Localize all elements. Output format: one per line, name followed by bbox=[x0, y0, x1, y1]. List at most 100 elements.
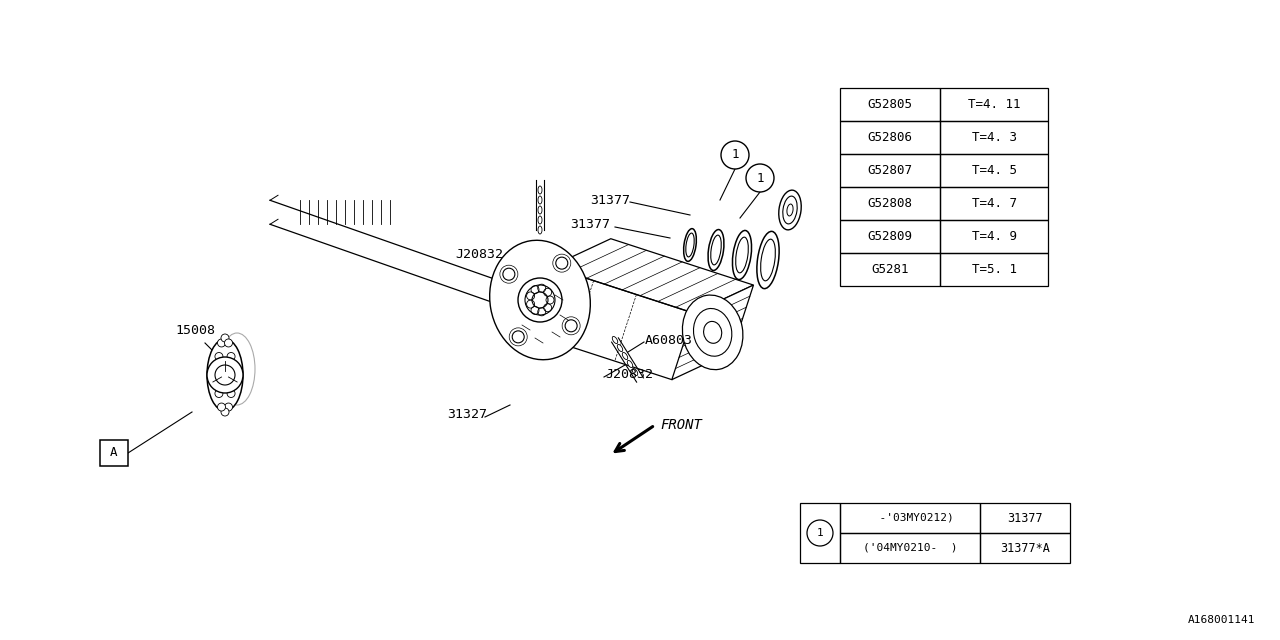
Ellipse shape bbox=[221, 408, 229, 416]
Bar bbox=[840, 88, 940, 121]
Ellipse shape bbox=[632, 369, 637, 376]
Ellipse shape bbox=[778, 190, 801, 230]
Bar bbox=[840, 253, 940, 286]
Text: 31327: 31327 bbox=[447, 408, 486, 422]
Text: T=4. 9: T=4. 9 bbox=[972, 230, 1016, 243]
Circle shape bbox=[503, 268, 515, 280]
Ellipse shape bbox=[228, 371, 236, 379]
Circle shape bbox=[512, 331, 525, 343]
Ellipse shape bbox=[732, 230, 751, 280]
Text: A60803: A60803 bbox=[645, 333, 692, 346]
Ellipse shape bbox=[224, 403, 233, 411]
Ellipse shape bbox=[218, 403, 225, 411]
Ellipse shape bbox=[490, 240, 590, 360]
Circle shape bbox=[532, 292, 548, 308]
Ellipse shape bbox=[617, 344, 622, 351]
Ellipse shape bbox=[215, 390, 223, 397]
Text: 31377: 31377 bbox=[570, 218, 611, 232]
Ellipse shape bbox=[736, 237, 749, 273]
Ellipse shape bbox=[783, 196, 797, 224]
Polygon shape bbox=[672, 285, 754, 380]
Circle shape bbox=[215, 365, 236, 385]
Ellipse shape bbox=[214, 371, 221, 379]
Ellipse shape bbox=[207, 339, 243, 411]
Circle shape bbox=[525, 285, 556, 315]
Ellipse shape bbox=[538, 186, 541, 194]
Text: ('04MY0210-  ): ('04MY0210- ) bbox=[863, 543, 957, 553]
Text: T=4. 7: T=4. 7 bbox=[972, 197, 1016, 210]
Ellipse shape bbox=[684, 228, 696, 261]
Text: G52805: G52805 bbox=[868, 98, 913, 111]
Ellipse shape bbox=[219, 333, 255, 405]
Bar bbox=[100, 440, 128, 466]
Text: J20832: J20832 bbox=[454, 248, 503, 262]
Bar bbox=[840, 121, 940, 154]
Ellipse shape bbox=[682, 295, 742, 370]
Ellipse shape bbox=[694, 308, 732, 356]
Bar bbox=[840, 154, 940, 187]
Ellipse shape bbox=[538, 226, 541, 234]
Text: 1: 1 bbox=[731, 148, 739, 161]
Bar bbox=[840, 533, 980, 563]
Ellipse shape bbox=[538, 216, 541, 224]
Ellipse shape bbox=[538, 196, 541, 204]
Text: 1: 1 bbox=[756, 172, 764, 184]
Ellipse shape bbox=[756, 232, 780, 289]
Bar bbox=[940, 121, 1048, 154]
Bar bbox=[940, 220, 1048, 253]
Text: T=4. 11: T=4. 11 bbox=[968, 98, 1020, 111]
Ellipse shape bbox=[221, 334, 229, 342]
Ellipse shape bbox=[612, 337, 618, 344]
Ellipse shape bbox=[627, 360, 632, 367]
Text: G52806: G52806 bbox=[868, 131, 913, 144]
Text: 1: 1 bbox=[817, 528, 823, 538]
Bar bbox=[980, 503, 1070, 533]
Circle shape bbox=[721, 141, 749, 169]
Text: G52807: G52807 bbox=[868, 164, 913, 177]
Bar bbox=[940, 88, 1048, 121]
Ellipse shape bbox=[227, 390, 236, 397]
Text: T=5. 1: T=5. 1 bbox=[972, 263, 1016, 276]
Bar bbox=[840, 220, 940, 253]
Text: A168001141: A168001141 bbox=[1188, 615, 1254, 625]
Ellipse shape bbox=[622, 353, 627, 360]
Circle shape bbox=[566, 320, 577, 332]
Bar bbox=[940, 253, 1048, 286]
Text: T=4. 3: T=4. 3 bbox=[972, 131, 1016, 144]
Text: G52808: G52808 bbox=[868, 197, 913, 210]
Text: 31377: 31377 bbox=[1007, 511, 1043, 525]
Ellipse shape bbox=[224, 339, 233, 347]
Text: T=4. 5: T=4. 5 bbox=[972, 164, 1016, 177]
Ellipse shape bbox=[704, 321, 722, 343]
Ellipse shape bbox=[218, 339, 225, 347]
Ellipse shape bbox=[710, 235, 721, 265]
Text: FRONT: FRONT bbox=[660, 418, 701, 432]
Ellipse shape bbox=[760, 239, 776, 281]
Polygon shape bbox=[550, 239, 754, 313]
Bar bbox=[800, 503, 840, 563]
Ellipse shape bbox=[227, 353, 236, 360]
Circle shape bbox=[207, 357, 243, 393]
Text: 31377: 31377 bbox=[590, 193, 630, 207]
Bar bbox=[940, 187, 1048, 220]
Text: G5281: G5281 bbox=[872, 263, 909, 276]
Circle shape bbox=[518, 278, 562, 322]
Text: 31377*A: 31377*A bbox=[1000, 541, 1050, 554]
Circle shape bbox=[806, 520, 833, 546]
Text: G52809: G52809 bbox=[868, 230, 913, 243]
Bar bbox=[940, 154, 1048, 187]
Text: -'03MY0212): -'03MY0212) bbox=[867, 513, 954, 523]
Text: 15008: 15008 bbox=[175, 323, 215, 337]
Bar bbox=[980, 533, 1070, 563]
Circle shape bbox=[746, 164, 774, 192]
Ellipse shape bbox=[708, 230, 724, 271]
Circle shape bbox=[556, 257, 568, 269]
Bar bbox=[840, 187, 940, 220]
Ellipse shape bbox=[686, 233, 694, 257]
Text: J20832: J20832 bbox=[605, 369, 653, 381]
Ellipse shape bbox=[787, 204, 794, 216]
Ellipse shape bbox=[215, 353, 223, 360]
Bar bbox=[840, 503, 980, 533]
Text: A: A bbox=[110, 447, 118, 460]
Ellipse shape bbox=[538, 206, 541, 214]
